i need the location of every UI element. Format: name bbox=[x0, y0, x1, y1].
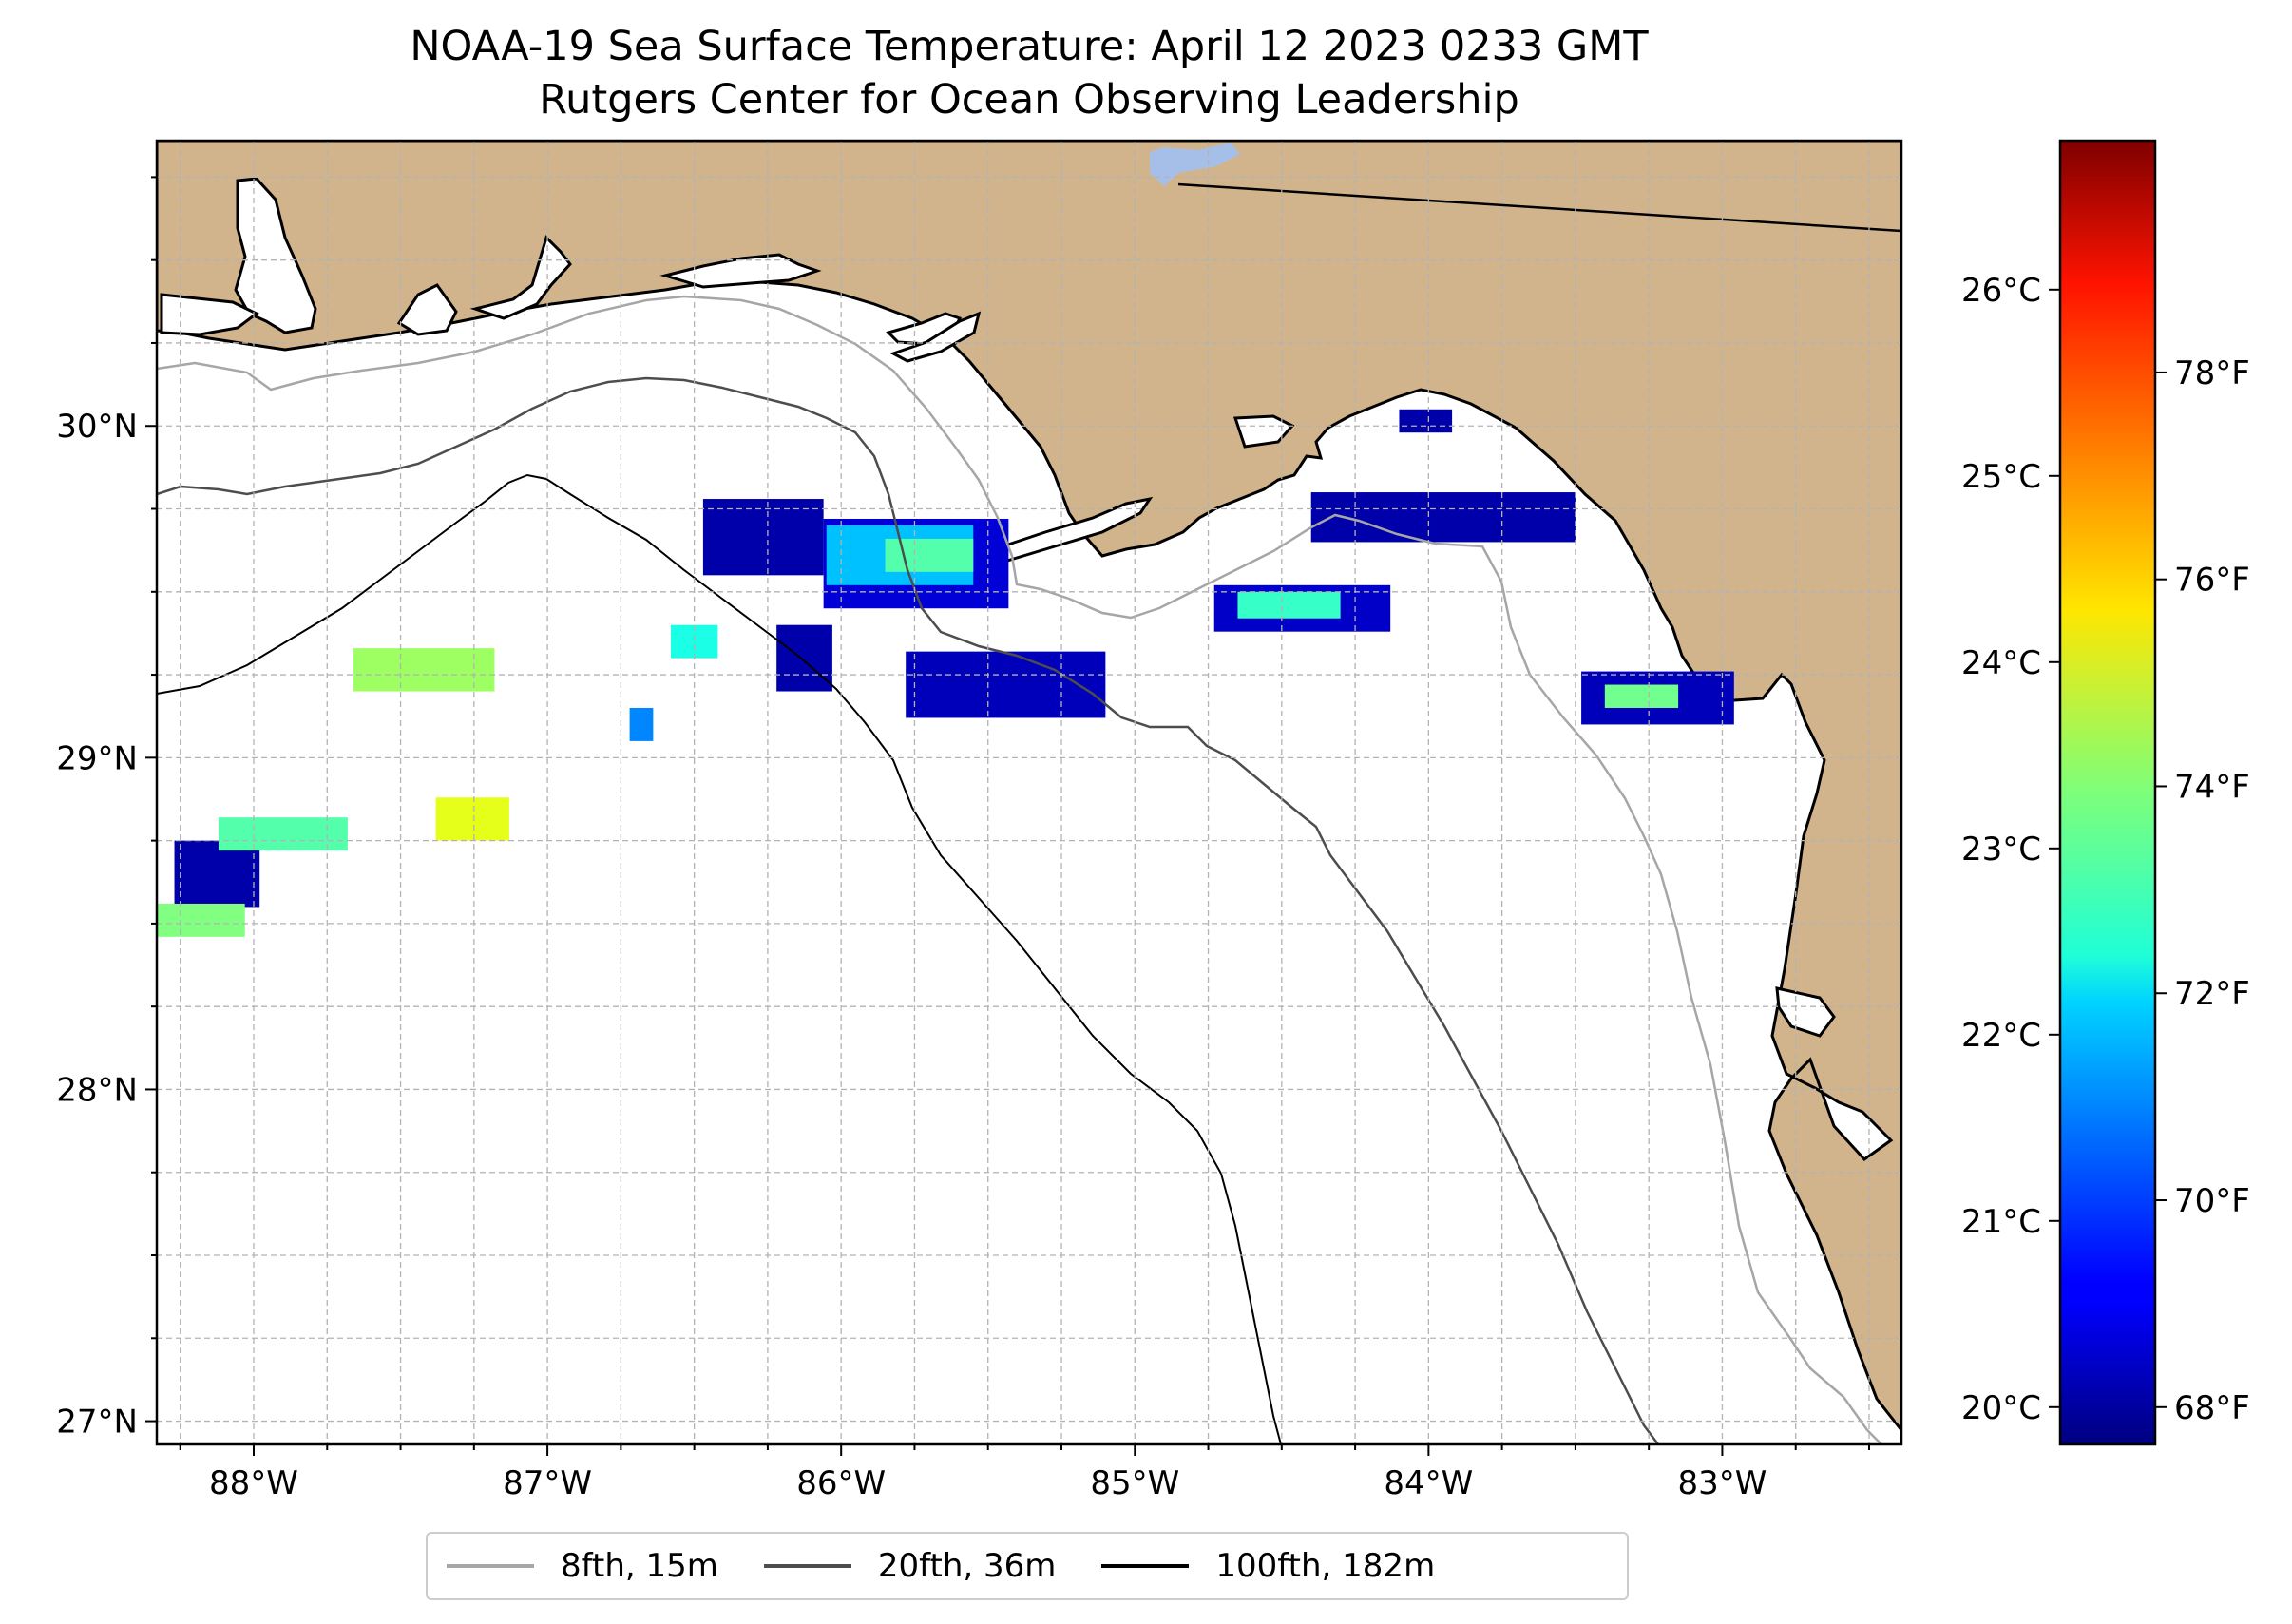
lat-tick-label: 28°N bbox=[56, 1071, 138, 1109]
legend-label-100fth: 100fth, 182m bbox=[1215, 1547, 1436, 1585]
map-title: NOAA-19 Sea Surface Temperature: April 1… bbox=[410, 23, 1649, 70]
legend-item-20fth: 20fth, 36m bbox=[763, 1547, 1057, 1585]
sst-patch bbox=[776, 624, 832, 692]
state-boundary bbox=[1177, 182, 1901, 233]
fahrenheit-tick-label: 78°F bbox=[2174, 354, 2250, 392]
sst-patch bbox=[702, 499, 824, 576]
fahrenheit-tick-label: 72°F bbox=[2174, 975, 2250, 1013]
colorbar bbox=[2058, 139, 2157, 1446]
fahrenheit-tick-label: 70°F bbox=[2174, 1182, 2250, 1220]
colorbar-ticks: 20°C 21°C 22°C 23°C 24°C 25°C 26°C 68°F 70°F 72°F… bbox=[1961, 272, 2250, 1427]
sst-patch bbox=[157, 903, 245, 937]
legend-swatch-8fth bbox=[447, 1564, 534, 1568]
sst-patch bbox=[1310, 492, 1576, 543]
sst-patch bbox=[629, 707, 654, 741]
lon-tick-label: 87°W bbox=[503, 1464, 592, 1502]
isobath-100fth bbox=[157, 473, 1282, 1444]
axis-ticks bbox=[145, 176, 1870, 1456]
map-subtitle: Rutgers Center for Ocean Observing Leade… bbox=[539, 76, 1519, 124]
sst-patch bbox=[1604, 684, 1679, 708]
celsius-tick-label: 26°C bbox=[1961, 272, 2041, 310]
fahrenheit-tick-label: 76°F bbox=[2174, 562, 2250, 600]
legend-swatch-100fth bbox=[1101, 1564, 1190, 1568]
legend-label-8fth: 8fth, 15m bbox=[561, 1547, 718, 1585]
isobath-8fth bbox=[157, 295, 1882, 1444]
lake bbox=[1150, 143, 1240, 186]
sst-patch bbox=[885, 538, 974, 572]
sst-patch bbox=[1399, 409, 1453, 433]
lon-tick-label: 85°W bbox=[1090, 1464, 1179, 1502]
lon-tick-label: 88°W bbox=[209, 1464, 298, 1502]
sst-patch bbox=[906, 651, 1106, 718]
celsius-tick-label: 20°C bbox=[1961, 1389, 2041, 1427]
sst-patch bbox=[1237, 591, 1341, 619]
lon-tick-label: 86°W bbox=[796, 1464, 886, 1502]
lat-tick-label: 27°N bbox=[56, 1404, 138, 1442]
legend-item-8fth: 8fth, 15m bbox=[447, 1547, 718, 1585]
isobath-20fth bbox=[157, 376, 1659, 1444]
sst-patch bbox=[435, 797, 509, 841]
celsius-tick-label: 25°C bbox=[1961, 458, 2041, 496]
celsius-tick-label: 24°C bbox=[1961, 644, 2041, 682]
gridlines bbox=[157, 141, 1901, 1444]
legend-label-20fth: 20fth, 36m bbox=[877, 1547, 1057, 1585]
lon-tick-label: 83°W bbox=[1678, 1464, 1767, 1502]
celsius-tick-label: 22°C bbox=[1961, 1017, 2041, 1055]
bays bbox=[160, 177, 1836, 1038]
map-area bbox=[157, 141, 1901, 1444]
sst-patch bbox=[218, 817, 348, 851]
lat-tick-label: 30°N bbox=[56, 408, 138, 446]
sst-patch bbox=[174, 840, 260, 908]
axis-labels: 88°W 87°W 86°W 85°W 84°W 83°W 30°N 29°N 28°N 27°N bbox=[56, 408, 1767, 1502]
land bbox=[157, 141, 1901, 1433]
map-frame bbox=[155, 139, 1903, 1446]
celsius-tick-label: 21°C bbox=[1961, 1203, 2041, 1241]
legend-swatch-20fth bbox=[763, 1564, 851, 1568]
lon-tick-label: 84°W bbox=[1384, 1464, 1473, 1502]
fahrenheit-tick-label: 74°F bbox=[2174, 768, 2250, 806]
legend: 8fth, 15m 20fth, 36m 100fth, 182m bbox=[426, 1532, 1629, 1600]
sst-patch bbox=[353, 648, 495, 692]
lat-tick-label: 29°N bbox=[56, 739, 138, 777]
legend-item-100fth: 100fth, 182m bbox=[1101, 1547, 1435, 1585]
celsius-tick-label: 23°C bbox=[1961, 831, 2041, 869]
fahrenheit-tick-label: 68°F bbox=[2174, 1389, 2250, 1427]
